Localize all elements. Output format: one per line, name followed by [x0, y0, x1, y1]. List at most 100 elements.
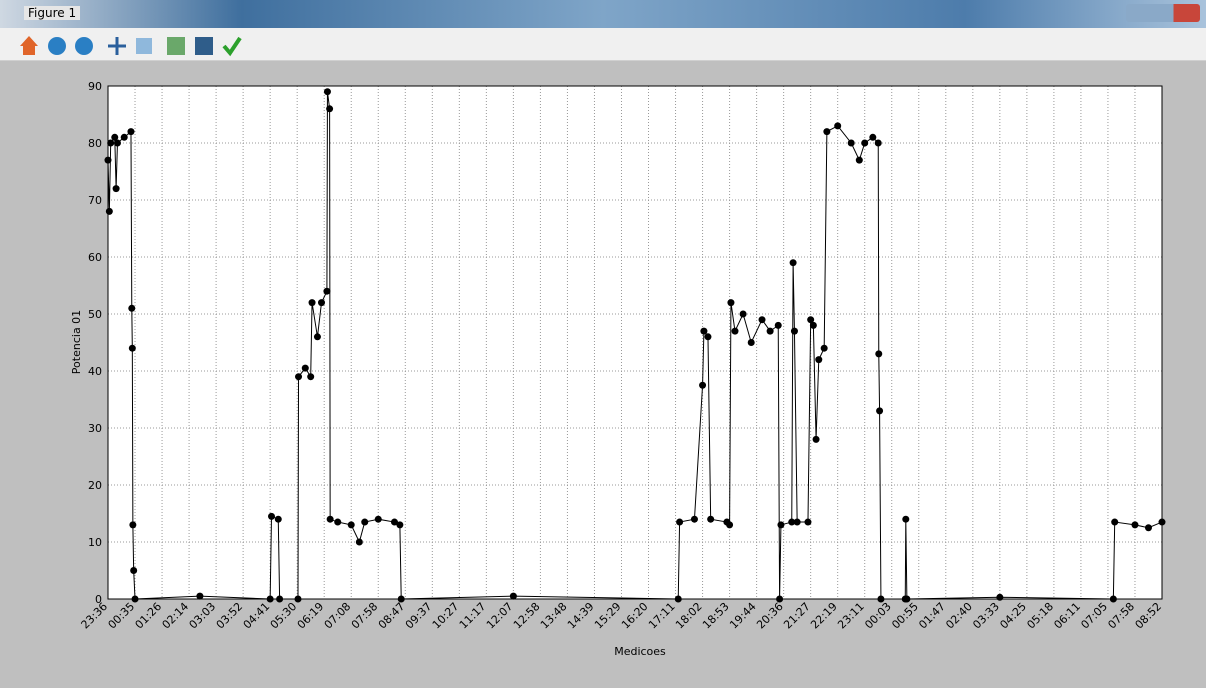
- data-point: [114, 140, 121, 147]
- x-tick-label: 22:19: [808, 600, 840, 632]
- x-tick-label: 00:03: [862, 600, 894, 632]
- x-tick-label: 01:26: [133, 600, 165, 632]
- data-point: [132, 596, 139, 603]
- data-point: [314, 333, 321, 340]
- data-point: [326, 105, 333, 112]
- x-tick-label: 00:35: [106, 600, 138, 632]
- data-point: [318, 299, 325, 306]
- data-point: [105, 157, 112, 164]
- data-point: [815, 356, 822, 363]
- data-point: [775, 322, 782, 329]
- x-tick-label: 02:14: [160, 600, 192, 632]
- data-point: [740, 311, 747, 318]
- data-point: [767, 328, 774, 335]
- x-tick-label: 05:18: [1024, 600, 1056, 632]
- data-point: [813, 436, 820, 443]
- x-tick-label: 05:30: [268, 600, 300, 632]
- data-point: [804, 519, 811, 526]
- data-point: [903, 596, 910, 603]
- x-tick-label: 02:40: [943, 600, 975, 632]
- data-point: [106, 208, 113, 215]
- back-button[interactable]: [48, 37, 66, 55]
- data-point: [268, 513, 275, 520]
- data-point: [1111, 519, 1118, 526]
- y-tick-label: 70: [88, 194, 102, 207]
- window-controls[interactable]: [1126, 4, 1200, 22]
- data-point: [759, 316, 766, 323]
- x-tick-label: 03:33: [970, 600, 1002, 632]
- data-point: [309, 299, 316, 306]
- data-point: [348, 521, 355, 528]
- data-point: [396, 521, 403, 528]
- data-point: [834, 122, 841, 129]
- y-tick-label: 40: [88, 365, 102, 378]
- window: Figure 1 Medicoes Potencia 01 0102030405…: [0, 0, 1206, 688]
- subplots-button[interactable]: [167, 37, 185, 55]
- title-bar: Figure 1: [0, 0, 1206, 28]
- x-tick-label: 21:27: [781, 600, 813, 632]
- x-tick-label: 14:39: [565, 600, 597, 632]
- toolbar-icons: [0, 28, 260, 60]
- x-tick-label: 03:52: [214, 600, 246, 632]
- data-point: [810, 322, 817, 329]
- data-point: [356, 539, 363, 546]
- x-tick-label: 11:17: [457, 600, 489, 632]
- data-point: [996, 594, 1003, 601]
- x-tick-label: 12:58: [511, 600, 543, 632]
- data-point: [877, 596, 884, 603]
- data-point: [1159, 519, 1166, 526]
- x-tick-label: 07:05: [1078, 600, 1110, 632]
- data-point: [676, 519, 683, 526]
- data-point: [276, 596, 283, 603]
- x-tick-label: 00:55: [889, 600, 921, 632]
- data-point: [398, 596, 405, 603]
- pan-button[interactable]: [108, 37, 126, 55]
- data-point: [510, 593, 517, 600]
- data-point: [848, 140, 855, 147]
- save-button[interactable]: [195, 37, 213, 55]
- forward-button[interactable]: [75, 37, 93, 55]
- data-point: [327, 516, 334, 523]
- data-point: [361, 519, 368, 526]
- data-point: [875, 140, 882, 147]
- x-tick-label: 04:41: [241, 600, 273, 632]
- data-point: [323, 288, 330, 295]
- data-point: [1110, 596, 1117, 603]
- y-tick-label: 30: [88, 422, 102, 435]
- data-point: [861, 140, 868, 147]
- x-tick-label: 12:07: [484, 600, 516, 632]
- zoom-button[interactable]: [136, 38, 152, 54]
- y-tick-label: 60: [88, 251, 102, 264]
- y-tick-label: 80: [88, 137, 102, 150]
- x-tick-label: 01:47: [916, 600, 948, 632]
- data-point: [294, 596, 301, 603]
- data-point: [275, 516, 282, 523]
- data-point: [704, 333, 711, 340]
- home-button[interactable]: [20, 36, 38, 55]
- data-point: [777, 521, 784, 528]
- data-point: [375, 516, 382, 523]
- x-tick-label: 18:53: [700, 600, 732, 632]
- x-tick-label: 18:02: [673, 600, 705, 632]
- data-point: [129, 521, 136, 528]
- window-title: Figure 1: [24, 6, 80, 20]
- x-tick-label: 16:20: [619, 600, 651, 632]
- data-point: [902, 516, 909, 523]
- y-axis-label: Potencia 01: [70, 310, 83, 374]
- data-point: [726, 521, 733, 528]
- data-point: [113, 185, 120, 192]
- x-tick-label: 09:37: [403, 600, 435, 632]
- x-tick-label: 19:44: [727, 600, 759, 632]
- data-point: [1131, 521, 1138, 528]
- chart: Medicoes Potencia 01 0102030405060708090…: [0, 60, 1206, 688]
- data-point: [196, 593, 203, 600]
- x-tick-label: 17:11: [646, 600, 678, 632]
- data-point: [790, 259, 797, 266]
- x-tick-label: 06:19: [295, 600, 327, 632]
- data-point: [776, 596, 783, 603]
- data-point: [731, 328, 738, 335]
- x-tick-label: 08:47: [376, 600, 408, 632]
- x-tick-label: 07:08: [322, 600, 354, 632]
- data-point: [675, 596, 682, 603]
- check-button[interactable]: [224, 38, 240, 53]
